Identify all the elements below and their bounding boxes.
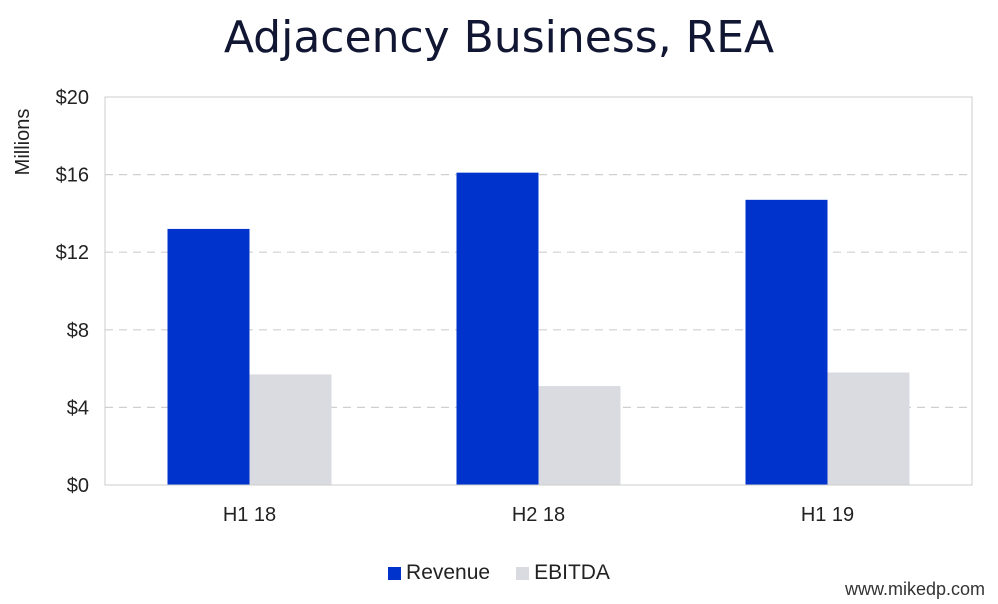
bar-revenue-h2-18 xyxy=(456,172,539,485)
y-tick-label: $4 xyxy=(67,397,89,419)
bar-ebitda-h1-18 xyxy=(249,374,332,485)
y-tick-label: $16 xyxy=(56,165,89,187)
chart-title: Adjacency Business, REA xyxy=(223,12,775,63)
bar-revenue-h1-18 xyxy=(167,228,250,486)
y-tick-label: $12 xyxy=(56,242,89,264)
legend-label-ebitda: EBITDA xyxy=(534,561,610,584)
y-tick-label: $0 xyxy=(67,475,89,497)
y-axis-label: Millions xyxy=(12,109,34,176)
bar-ebitda-h1-19 xyxy=(827,372,910,485)
x-axis-ticks: H1 18 H2 18 H1 19 xyxy=(223,504,854,526)
x-tick-label: H1 18 xyxy=(223,504,276,526)
bar-revenue-h1-19 xyxy=(745,199,828,485)
x-tick-label: H1 19 xyxy=(801,504,854,526)
x-tick-label: H2 18 xyxy=(512,504,565,526)
legend-item-ebitda: EBITDA xyxy=(516,561,610,585)
legend: Revenue EBITDA xyxy=(0,561,998,585)
legend-item-revenue: Revenue xyxy=(388,561,490,585)
legend-swatch-ebitda xyxy=(516,566,530,580)
plot-frame xyxy=(104,96,973,486)
bar-ebitda-h2-18 xyxy=(538,386,621,485)
y-tick-label: $8 xyxy=(67,320,89,342)
watermark: www.mikedp.com xyxy=(844,579,985,599)
y-tick-label: $20 xyxy=(56,87,89,109)
y-axis-ticks: $0 $4 $8 $12 $16 $20 xyxy=(56,87,89,497)
legend-swatch-revenue xyxy=(388,566,402,580)
legend-label-revenue: Revenue xyxy=(406,561,491,584)
bars xyxy=(167,172,910,486)
